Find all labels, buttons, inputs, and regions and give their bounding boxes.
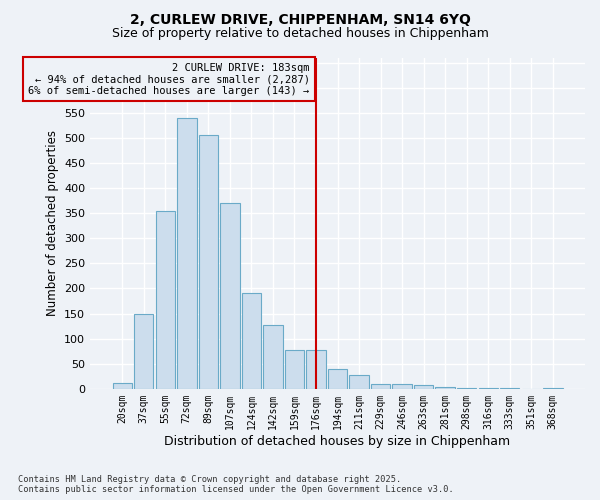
Bar — [543, 388, 563, 389]
Bar — [307, 350, 326, 389]
Bar — [199, 136, 218, 389]
Bar — [500, 388, 520, 389]
Text: 2 CURLEW DRIVE: 183sqm
← 94% of detached houses are smaller (2,287)
6% of semi-d: 2 CURLEW DRIVE: 183sqm ← 94% of detached… — [28, 62, 310, 96]
Bar — [479, 388, 498, 389]
Bar — [371, 384, 390, 389]
Bar — [113, 383, 132, 389]
Bar — [220, 203, 239, 389]
Bar — [134, 314, 154, 389]
Text: Contains HM Land Registry data © Crown copyright and database right 2025.
Contai: Contains HM Land Registry data © Crown c… — [18, 474, 454, 494]
Bar — [328, 369, 347, 389]
X-axis label: Distribution of detached houses by size in Chippenham: Distribution of detached houses by size … — [164, 434, 511, 448]
Bar — [155, 210, 175, 389]
Bar — [242, 294, 261, 389]
Bar — [285, 350, 304, 389]
Text: 2, CURLEW DRIVE, CHIPPENHAM, SN14 6YQ: 2, CURLEW DRIVE, CHIPPENHAM, SN14 6YQ — [130, 12, 470, 26]
Bar — [414, 386, 433, 389]
Text: Size of property relative to detached houses in Chippenham: Size of property relative to detached ho… — [112, 28, 488, 40]
Bar — [436, 388, 455, 389]
Y-axis label: Number of detached properties: Number of detached properties — [46, 130, 59, 316]
Bar — [457, 388, 476, 389]
Bar — [177, 118, 197, 389]
Bar — [392, 384, 412, 389]
Bar — [349, 375, 369, 389]
Bar — [263, 324, 283, 389]
